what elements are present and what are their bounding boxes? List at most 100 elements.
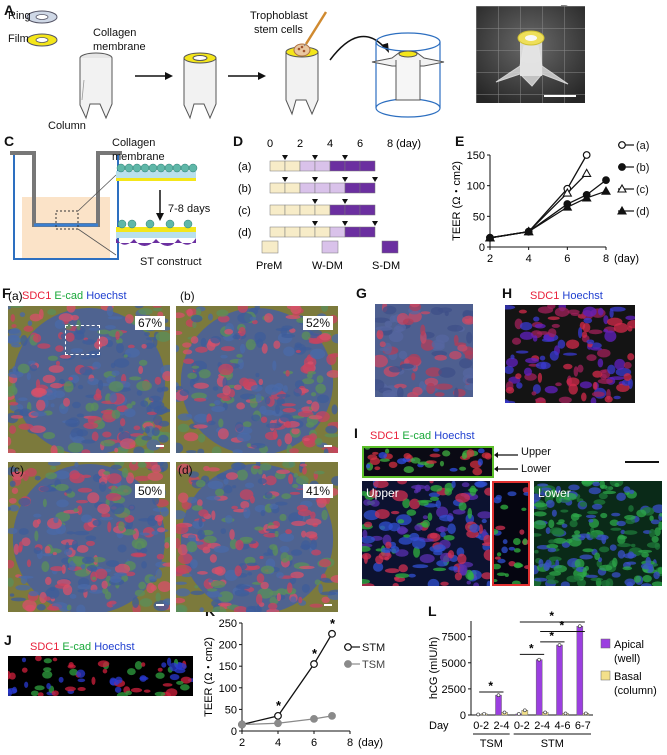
cell-blob bbox=[234, 589, 250, 597]
cell-blob bbox=[439, 460, 445, 467]
x-unit: (day) bbox=[358, 737, 383, 749]
cell-blob bbox=[658, 521, 662, 531]
cell-blob bbox=[43, 658, 52, 664]
cell-blob bbox=[134, 306, 144, 309]
cell-blob bbox=[217, 602, 232, 607]
cell-blob bbox=[147, 472, 164, 481]
cell-blob bbox=[553, 537, 567, 544]
cell-blob bbox=[290, 306, 302, 315]
cell-blob bbox=[255, 393, 262, 403]
cell-blob bbox=[13, 543, 20, 555]
cell-blob bbox=[240, 393, 256, 400]
cell-blob bbox=[151, 427, 160, 437]
row-label: (c) bbox=[238, 205, 251, 217]
cell-blob bbox=[384, 320, 393, 328]
cell-blob bbox=[521, 507, 527, 512]
cell-blob bbox=[69, 470, 80, 480]
cell-blob bbox=[88, 327, 100, 331]
cell-blob bbox=[133, 425, 141, 431]
category-label: 2-4 bbox=[494, 720, 510, 732]
cell-blob bbox=[264, 396, 271, 405]
cell-blob bbox=[481, 542, 490, 547]
cell-blob bbox=[45, 587, 60, 599]
cell-blob bbox=[642, 575, 652, 583]
cell-blob bbox=[66, 604, 72, 611]
cell-blob bbox=[581, 481, 595, 485]
cell-blob bbox=[391, 490, 408, 502]
cell-blob bbox=[638, 549, 653, 553]
cell-blob bbox=[88, 589, 104, 594]
cell-blob bbox=[109, 392, 117, 403]
cell-blob bbox=[539, 355, 546, 361]
cell-blob bbox=[46, 605, 59, 611]
cell-blob bbox=[375, 379, 385, 391]
cell-blob bbox=[111, 409, 121, 420]
cell-blob bbox=[101, 580, 108, 589]
cell-blob bbox=[402, 318, 414, 326]
cell-blob bbox=[399, 363, 414, 369]
y-tick-label: 0 bbox=[231, 726, 237, 738]
protocol-segment bbox=[314, 226, 331, 238]
cell-blob bbox=[513, 562, 523, 569]
protocol-segment bbox=[299, 204, 316, 216]
cell-blob bbox=[166, 657, 172, 666]
micrograph-texture bbox=[505, 305, 635, 403]
cell-blob bbox=[152, 307, 163, 312]
cell-blob bbox=[442, 450, 451, 457]
panel-a-schematic bbox=[26, 10, 445, 120]
protocol-segment bbox=[329, 204, 346, 216]
cell-blob bbox=[229, 529, 235, 540]
cell-blob bbox=[502, 539, 508, 545]
cell-blob bbox=[140, 400, 149, 407]
cell-blob bbox=[85, 535, 97, 541]
cell-blob bbox=[179, 684, 190, 691]
cell-blob bbox=[310, 511, 316, 519]
cell-blob bbox=[313, 470, 325, 475]
cell-blob bbox=[535, 361, 551, 370]
cell-blob bbox=[623, 373, 632, 381]
legend-label: Apical bbox=[614, 639, 644, 651]
cell-blob bbox=[534, 398, 546, 402]
cell-blob bbox=[397, 386, 404, 397]
x-tick-label: 2 bbox=[239, 737, 245, 749]
cell-blob bbox=[412, 538, 426, 549]
cell-blob bbox=[481, 518, 487, 524]
cell-blob bbox=[305, 518, 322, 526]
cell-blob bbox=[633, 575, 642, 583]
cell-blob bbox=[590, 347, 603, 351]
cell-blob bbox=[513, 548, 521, 553]
legend-label: (column) bbox=[614, 685, 657, 697]
cell-blob bbox=[402, 498, 411, 509]
cell-blob bbox=[496, 572, 507, 576]
cell-blob bbox=[592, 370, 603, 378]
cell-blob bbox=[462, 368, 473, 379]
cell-blob bbox=[382, 305, 397, 315]
cell-blob bbox=[549, 527, 563, 535]
cell-blob bbox=[367, 454, 378, 461]
cell-blob bbox=[412, 386, 423, 396]
data-point bbox=[581, 192, 592, 202]
cell-blob bbox=[598, 492, 608, 500]
cell-blob bbox=[19, 312, 26, 318]
cell-blob bbox=[289, 491, 301, 495]
cell-blob bbox=[280, 414, 294, 423]
data-point bbox=[602, 176, 610, 185]
cell-blob bbox=[143, 689, 151, 693]
cell-blob bbox=[624, 515, 636, 520]
cell-blob bbox=[155, 568, 163, 579]
cell-blob bbox=[602, 490, 617, 495]
cell-blob bbox=[563, 352, 578, 356]
cell-blob bbox=[309, 329, 322, 336]
cell-blob bbox=[83, 422, 99, 430]
cell-blob bbox=[63, 397, 71, 407]
y-tick-label: 2500 bbox=[442, 684, 466, 696]
cell-blob bbox=[307, 370, 316, 375]
data-point bbox=[274, 719, 282, 728]
cell-blob bbox=[236, 353, 243, 358]
cell-blob bbox=[534, 502, 548, 508]
cell-blob bbox=[77, 678, 86, 683]
cell-blob bbox=[508, 546, 516, 551]
cell-blob bbox=[288, 473, 294, 485]
cell-blob bbox=[116, 342, 124, 354]
cell-blob bbox=[177, 423, 190, 433]
